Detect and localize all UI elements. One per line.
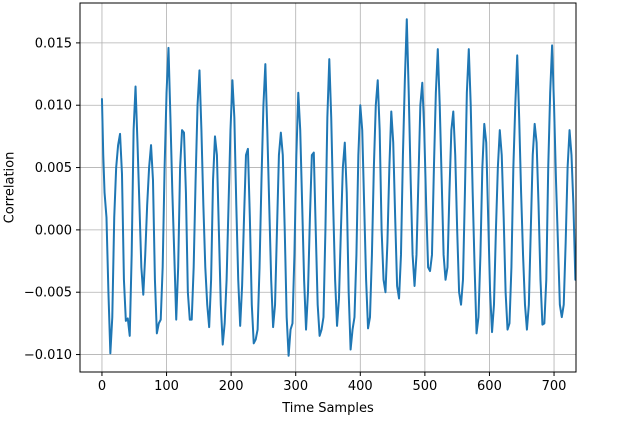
x-tick-label: 700 [542,379,567,394]
x-tick-label: 300 [283,379,308,394]
x-ticks: 0 100 200 300 400 500 600 700 [98,372,567,394]
y-tick-label: 0.010 [35,99,72,114]
y-tick-label: −0.010 [24,348,72,363]
y-axis-label: Correlation [3,152,18,224]
x-tick-label: 0 [98,379,106,394]
x-axis-label: Time Samples [281,401,374,416]
y-ticks: −0.010 −0.005 0.000 0.005 0.010 0.015 [24,36,80,363]
series-group [100,18,577,357]
y-tick-label: 0.005 [35,161,72,176]
y-tick-label: −0.005 [24,286,72,301]
x-tick-label: 500 [412,379,437,394]
plot-frame [79,2,577,373]
x-tick-label: 600 [477,379,502,394]
x-tick-label: 200 [219,379,244,394]
y-tick-label: 0.015 [35,36,72,51]
x-tick-label: 400 [348,379,373,394]
series-line [100,18,577,357]
y-tick-label: 0.000 [35,223,72,238]
x-tick-label: 100 [154,379,179,394]
